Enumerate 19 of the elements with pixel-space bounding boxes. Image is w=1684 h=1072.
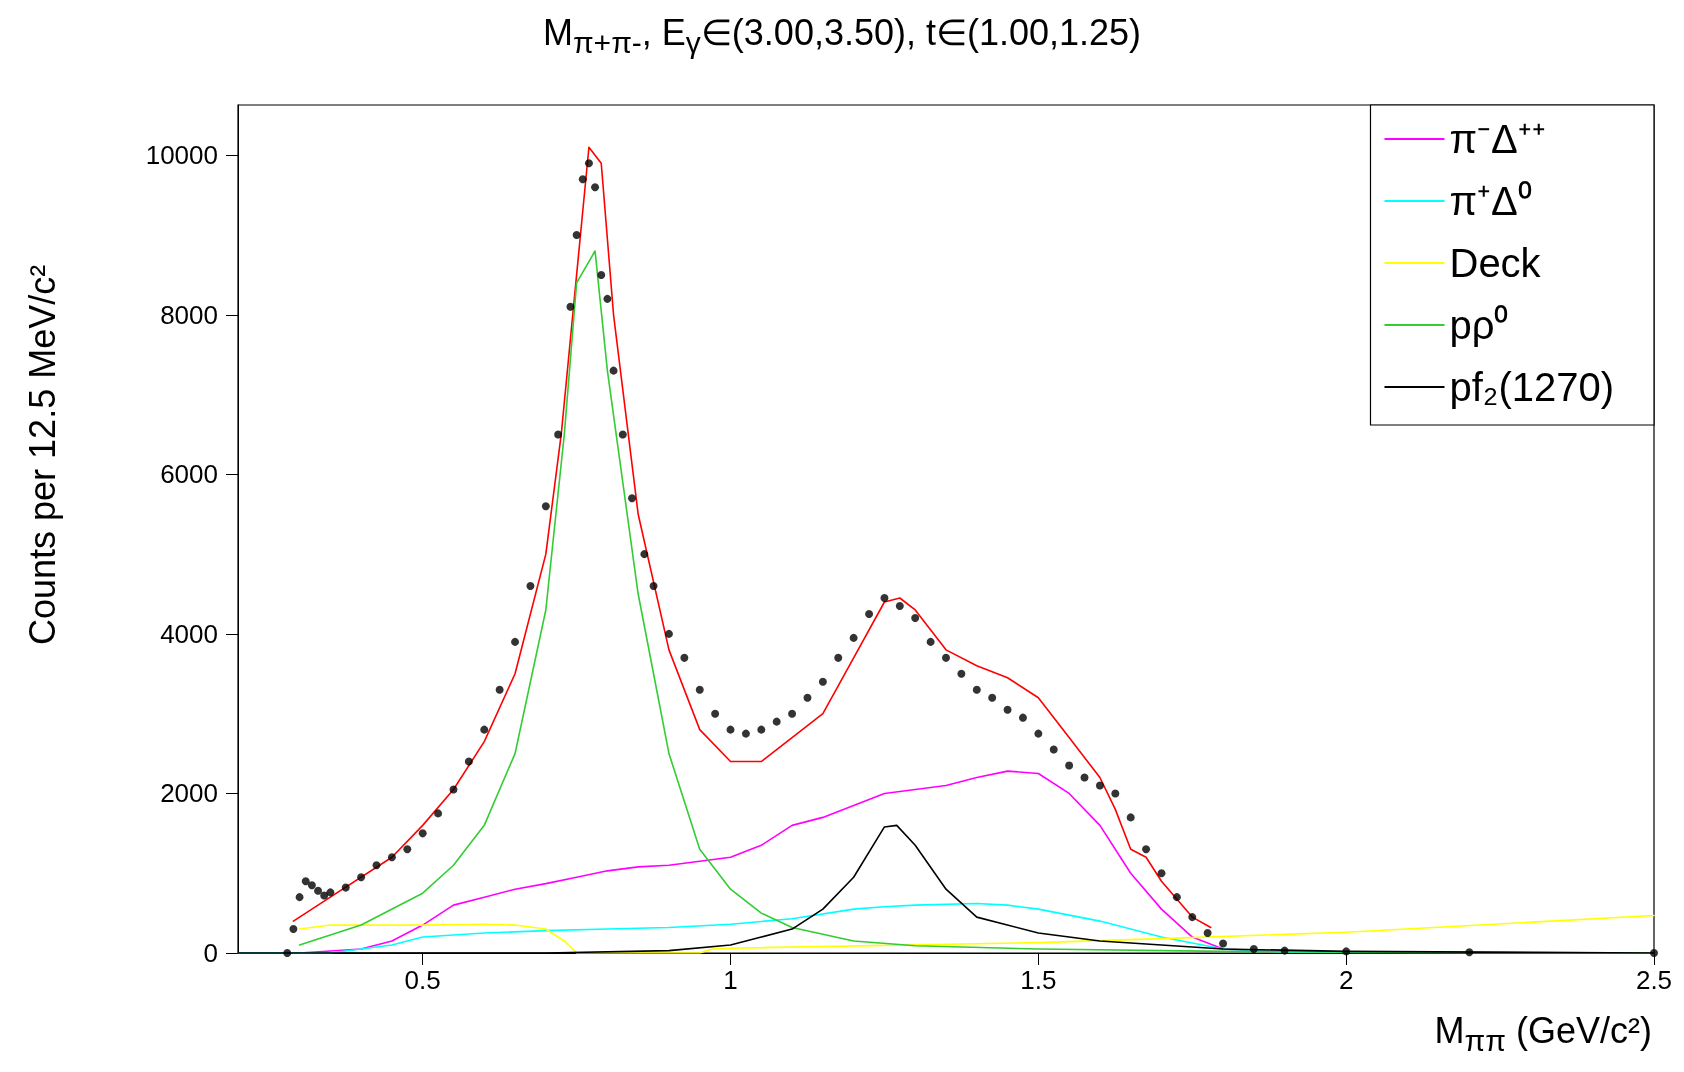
y-tick-label: 4000 [160,618,218,649]
x-tick-label: 0.5 [404,965,441,995]
chart-title: M$_{π+π-}$, E$_{γ}$∈(3.00,3.50), t∈(1.00,1.25) [541,12,1143,61]
legend-label: π⁺Δ⁰ [1449,179,1532,223]
y-tick-label: 8000 [160,299,218,330]
x-tick-label: 2.5 [1635,965,1673,995]
legend-label: pρ⁰ [1449,303,1509,347]
x-tick-label: 1.5 [1020,965,1057,995]
legend-label: pf₂(1270) [1449,365,1614,409]
x-tick-label: 1 [723,965,738,995]
x-axis-title: M$_{ππ}$ (GeV/c²) [1434,1010,1652,1059]
x-tick-label: 2 [1338,965,1354,995]
y-tick-label: 0 [203,938,218,968]
y-axis-title: Counts per 12.5 MeV/c² [22,264,64,645]
y-tick-label: 10000 [145,140,218,171]
y-tick-label: 6000 [160,459,218,490]
legend-label: π⁻Δ⁺⁺ [1449,117,1546,161]
legend-label: Deck [1449,241,1542,285]
y-tick-label: 2000 [160,778,218,809]
